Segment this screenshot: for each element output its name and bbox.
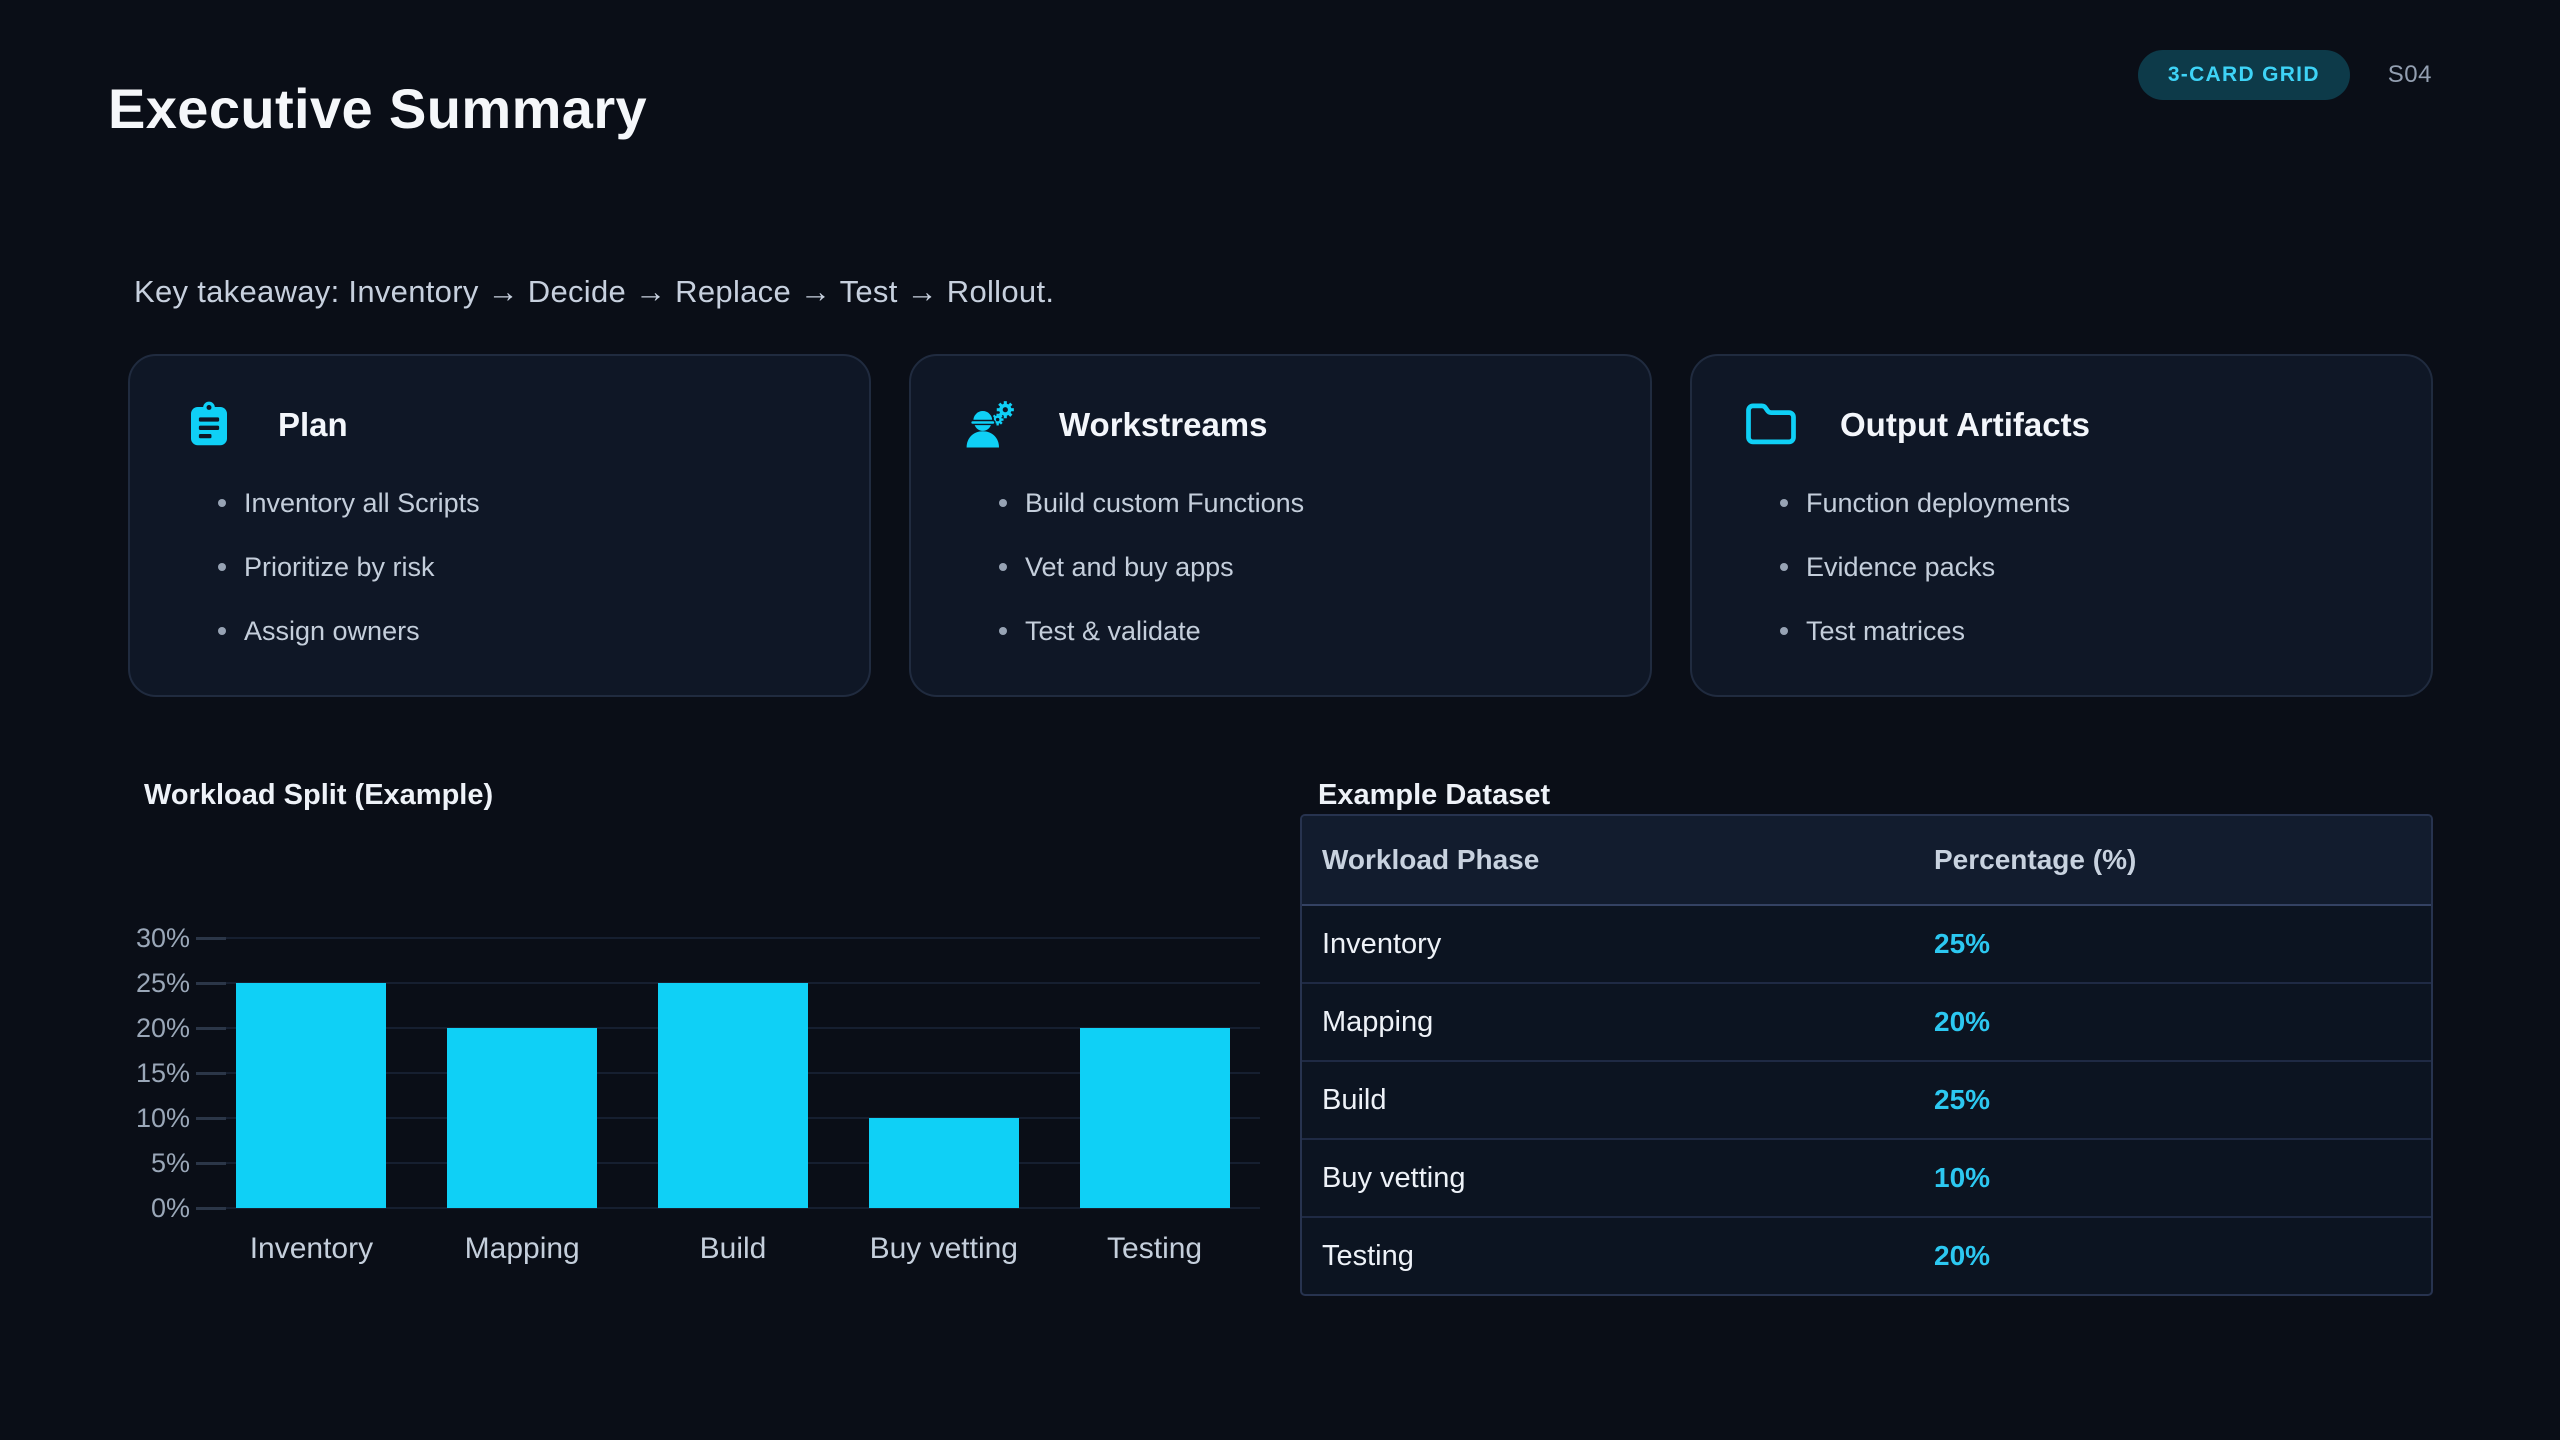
card-bullet-item: Inventory all Scripts xyxy=(218,484,833,522)
x-axis-category-label: Testing xyxy=(1107,1232,1203,1265)
chart-bar-buy-vetting xyxy=(868,1118,1019,1208)
y-axis-tick-label: 30% xyxy=(135,923,190,953)
card-header: Plan xyxy=(182,398,833,452)
card-bullet-text: Test & validate xyxy=(1025,615,1201,646)
chart-gridline xyxy=(206,937,1260,939)
card-bullet-text: Prioritize by risk xyxy=(244,551,435,582)
y-axis-tick xyxy=(196,1071,226,1075)
y-axis-tick xyxy=(196,1161,226,1165)
card-bullet-list: Inventory all Scripts Prioritize by risk A… xyxy=(218,484,833,650)
table-cell-percentage: 20% xyxy=(1934,1006,1991,1037)
layout-badge: 3-CARD GRID xyxy=(2137,50,2350,100)
card-bullet-item: Assign owners xyxy=(218,612,833,650)
y-axis-tick xyxy=(196,1026,226,1030)
card-header: Output Artifacts xyxy=(1744,398,2395,452)
card-bullet-text: Vet and buy apps xyxy=(1025,551,1234,582)
card-bullet-text: Inventory all Scripts xyxy=(244,487,480,518)
card-bullet-text: Evidence packs xyxy=(1806,551,1996,582)
table-cell-phase: Mapping xyxy=(1322,1005,1434,1038)
card-bullet-text: Build custom Functions xyxy=(1025,487,1305,518)
bullet-dot-icon xyxy=(999,563,1007,571)
bullet-dot-icon xyxy=(218,499,226,507)
workload-split-bar-chart: 0% 5% 10% 15% 20% 25% 30% Inventory Mapping Build… xyxy=(130,924,1264,1294)
y-axis-tick xyxy=(196,981,226,985)
card-bullet-text: Function deployments xyxy=(1806,487,2071,518)
x-axis-category-label: Build xyxy=(699,1232,767,1265)
table-header-row: Workload Phase Percentage (%) xyxy=(1302,816,2431,906)
card-bullet-item: Test & validate xyxy=(999,612,1614,650)
card-bullet-text: Test matrices xyxy=(1806,615,1966,646)
y-axis-tick xyxy=(196,1206,226,1210)
bullet-dot-icon xyxy=(218,563,226,571)
clipboard-list-icon xyxy=(191,401,227,446)
chart-bar-inventory xyxy=(236,983,387,1208)
table-body: Inventory 25% Mapping 20% Build 25% Buy vettin… xyxy=(1302,906,2431,1294)
key-takeaway: Key takeaway: Inventory → Decide → Repla… xyxy=(134,274,1055,309)
table-row: Build 25% xyxy=(1302,1060,2431,1138)
slide-number: S04 xyxy=(2387,61,2432,88)
y-axis-tick-label: 0% xyxy=(150,1193,190,1223)
y-axis-tick xyxy=(196,936,226,940)
card-bullet-item: Test matrices xyxy=(1780,612,2395,650)
table-cell-phase: Testing xyxy=(1322,1239,1414,1272)
card-bullet-item: Build custom Functions xyxy=(999,484,1614,522)
card-title: Workstreams xyxy=(1059,406,1268,443)
card-bullet-list: Function deployments Evidence packs Test m… xyxy=(1780,484,2395,650)
table-column-header-percentage: Percentage (%) xyxy=(1934,844,2137,875)
x-axis-category-label: Mapping xyxy=(464,1232,580,1265)
bullet-dot-icon xyxy=(1780,499,1788,507)
example-dataset-table: Workload Phase Percentage (%) Inventory 2… xyxy=(1300,814,2433,1296)
card-bullet-list: Build custom Functions Vet and buy apps Te… xyxy=(999,484,1614,650)
header-meta: 3-CARD GRID S04 xyxy=(2137,50,2432,100)
worker-gear-icon xyxy=(966,401,1014,448)
table-cell-phase: Buy vetting xyxy=(1322,1161,1466,1194)
bullet-dot-icon xyxy=(1780,627,1788,635)
chart-title: Workload Split (Example) xyxy=(144,779,494,812)
page-title: Executive Summary xyxy=(108,76,648,140)
output-artifacts-card: Output Artifacts Function deployments Evi… xyxy=(1690,354,2433,697)
card-bullet-item: Evidence packs xyxy=(1780,548,2395,586)
card-bullet-item: Function deployments xyxy=(1780,484,2395,522)
table-cell-percentage: 25% xyxy=(1934,1084,1991,1115)
chart-bar-testing xyxy=(1079,1028,1230,1208)
x-axis-category-label: Buy vetting xyxy=(869,1232,1018,1265)
x-axis-category-label: Inventory xyxy=(249,1232,374,1265)
table-column-header-phase: Workload Phase xyxy=(1322,844,1540,875)
y-axis-tick xyxy=(196,1116,226,1120)
y-axis-tick-label: 10% xyxy=(135,1103,190,1133)
bullet-dot-icon xyxy=(218,627,226,635)
y-axis-tick-label: 5% xyxy=(150,1148,190,1178)
bullet-dot-icon xyxy=(999,499,1007,507)
table-row: Inventory 25% xyxy=(1302,906,2431,982)
card-bullet-text: Assign owners xyxy=(244,615,420,646)
workstreams-card: Workstreams Build custom Functions Vet an… xyxy=(909,354,1652,697)
table-title: Example Dataset xyxy=(1318,779,1551,812)
table-row: Mapping 20% xyxy=(1302,982,2431,1060)
table-cell-percentage: 25% xyxy=(1934,928,1991,959)
card-title: Plan xyxy=(278,406,348,443)
table-cell-phase: Inventory xyxy=(1322,927,1442,960)
chart-gridline xyxy=(206,1207,1260,1209)
card-title: Output Artifacts xyxy=(1840,406,2090,443)
plan-card: Plan Inventory all Scripts Prioritize by … xyxy=(128,354,871,697)
chart-bar-mapping xyxy=(447,1028,598,1208)
card-bullet-item: Vet and buy apps xyxy=(999,548,1614,586)
y-axis-tick-label: 20% xyxy=(135,1013,190,1043)
chart-bar-build xyxy=(658,983,808,1208)
y-axis-tick-label: 25% xyxy=(135,968,190,998)
bullet-dot-icon xyxy=(999,627,1007,635)
folder-icon xyxy=(1746,403,1796,445)
bullet-dot-icon xyxy=(1780,563,1788,571)
card-header: Workstreams xyxy=(963,398,1614,452)
table-row: Buy vetting 10% xyxy=(1302,1138,2431,1216)
table-cell-percentage: 20% xyxy=(1934,1240,1991,1271)
summary-cards-row: Plan Inventory all Scripts Prioritize by … xyxy=(128,354,2433,697)
y-axis-tick-label: 15% xyxy=(135,1058,190,1088)
card-bullet-item: Prioritize by risk xyxy=(218,548,833,586)
table-cell-phase: Build xyxy=(1322,1083,1387,1116)
table-row: Testing 20% xyxy=(1302,1216,2431,1294)
table-cell-percentage: 10% xyxy=(1934,1162,1991,1193)
